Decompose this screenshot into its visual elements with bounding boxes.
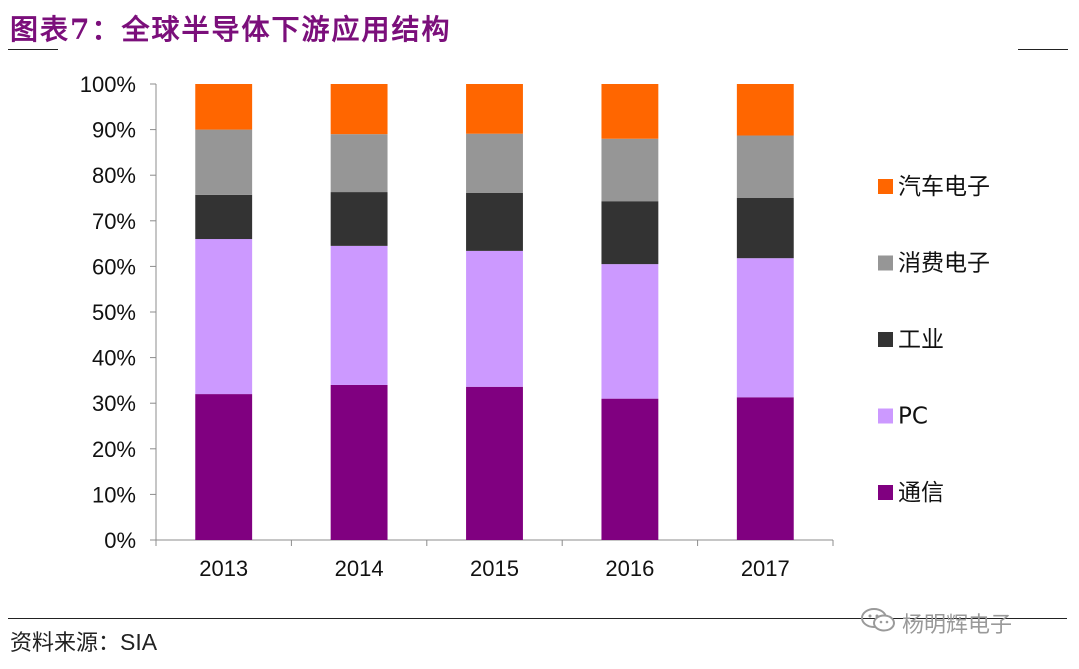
legend-swatch <box>878 485 893 500</box>
bar-segment <box>330 384 388 540</box>
source-label: 资料来源： <box>10 631 121 656</box>
y-tick-label: 80% <box>92 163 136 188</box>
source-line: 资料来源：SIA <box>10 625 157 657</box>
bar-segment <box>466 84 523 134</box>
bar-segment <box>330 134 388 193</box>
bar-segment <box>601 84 659 139</box>
legend-swatch <box>878 179 893 194</box>
y-axis: 0% 10% 20% 30% 40% 50% 60% 70% 80% 90% 100% <box>80 72 157 553</box>
bar-segment <box>601 398 659 540</box>
bar-segment <box>195 129 253 195</box>
bar-segment <box>601 264 659 399</box>
x-tick-label: 2013 <box>199 556 248 581</box>
bar-segment <box>195 239 253 395</box>
bar-segment <box>466 192 523 251</box>
y-tick-label: 60% <box>92 254 136 279</box>
y-tick-label: 90% <box>92 118 136 143</box>
legend-swatch <box>878 255 893 271</box>
legend-swatch <box>878 408 893 424</box>
bar-segment <box>195 194 253 240</box>
bar-segment <box>736 84 794 136</box>
x-axis: 2013 2014 2015 2016 2017 <box>155 539 834 581</box>
legend-label: 消费电子 <box>898 251 990 277</box>
legend-label: 汽车电子 <box>898 174 990 200</box>
wechat-icon <box>860 606 896 640</box>
bar-segment <box>330 192 388 246</box>
chart-title: 图表7：全球半导体下游应用结构 <box>10 13 452 46</box>
bar-segment <box>466 250 523 387</box>
bar-segment <box>736 397 794 540</box>
y-tick-label: 100% <box>80 72 136 97</box>
x-tick-label: 2015 <box>470 556 519 581</box>
y-tick-label: 20% <box>92 437 136 462</box>
title-rule-left <box>8 49 58 50</box>
bar-segment <box>736 135 794 198</box>
x-tick-label: 2016 <box>605 556 654 581</box>
title-rule-right <box>1018 49 1068 50</box>
legend-swatch <box>878 332 893 347</box>
legend-label: 工业 <box>898 327 944 353</box>
bar-segment <box>195 84 253 130</box>
y-tick-label: 70% <box>92 209 136 234</box>
y-tick-label: 40% <box>92 346 136 371</box>
bar-segment <box>601 201 659 265</box>
watermark: 杨明辉电子 <box>860 606 1012 640</box>
legend-label: PC <box>898 404 928 430</box>
bars <box>195 84 794 540</box>
y-tick-label: 50% <box>92 300 136 325</box>
bar-segment <box>466 133 523 193</box>
y-tick-label: 10% <box>92 482 136 507</box>
bar-segment <box>736 198 794 259</box>
x-tick-label: 2014 <box>335 556 384 581</box>
bar-segment <box>195 394 253 540</box>
bar-segment <box>466 386 523 540</box>
bar-segment <box>736 258 794 398</box>
footer-rule <box>8 618 1067 619</box>
bar-segment <box>601 138 659 202</box>
legend-label: 通信 <box>898 480 944 506</box>
y-tick-label: 30% <box>92 391 136 416</box>
source-value: SIA <box>120 629 158 655</box>
bar-segment <box>330 84 388 135</box>
x-tick-label: 2017 <box>741 556 790 581</box>
y-tick-label: 0% <box>104 528 136 553</box>
watermark-text: 杨明辉电子 <box>902 613 1013 638</box>
bar-segment <box>330 245 388 385</box>
